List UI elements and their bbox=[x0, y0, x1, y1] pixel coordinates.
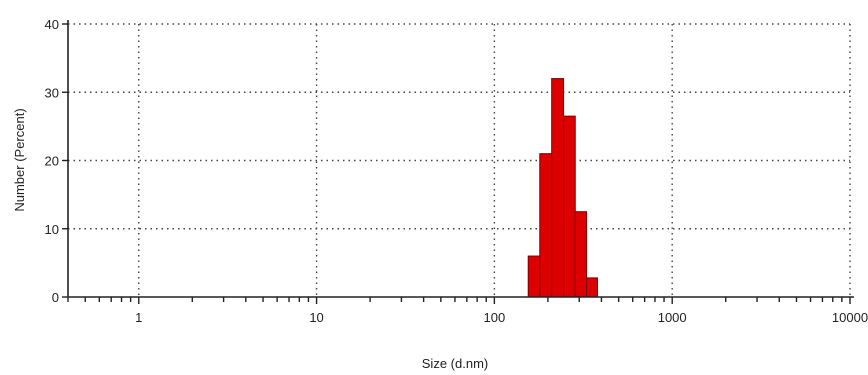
x-tick-label: 10 bbox=[309, 310, 323, 325]
x-axis-title: Size (d.nm) bbox=[422, 356, 488, 371]
grid-lines bbox=[68, 23, 851, 297]
y-axis-title: Number (Percent) bbox=[12, 108, 27, 211]
x-tick-label: 1 bbox=[135, 310, 142, 325]
tick-labels: 0 10 20 30 40 1 10 100 1000 10000 bbox=[45, 17, 868, 325]
histogram-bar bbox=[574, 211, 588, 298]
bars bbox=[527, 78, 598, 298]
x-tick-label: 100 bbox=[484, 310, 506, 325]
histogram-bar bbox=[551, 78, 565, 298]
histogram-bar bbox=[539, 153, 553, 298]
axes bbox=[67, 20, 854, 298]
y-tick-label: 20 bbox=[45, 154, 59, 169]
histogram-bar bbox=[563, 115, 576, 298]
ticks bbox=[62, 23, 851, 304]
y-tick-label: 0 bbox=[52, 290, 59, 305]
histogram-bar bbox=[586, 277, 598, 298]
x-tick-label: 1000 bbox=[658, 310, 687, 325]
x-tick-label: 10000 bbox=[832, 310, 868, 325]
y-tick-label: 30 bbox=[45, 85, 59, 100]
histogram-bar bbox=[527, 255, 541, 298]
y-tick-label: 10 bbox=[45, 222, 59, 237]
y-tick-label: 40 bbox=[45, 17, 59, 32]
